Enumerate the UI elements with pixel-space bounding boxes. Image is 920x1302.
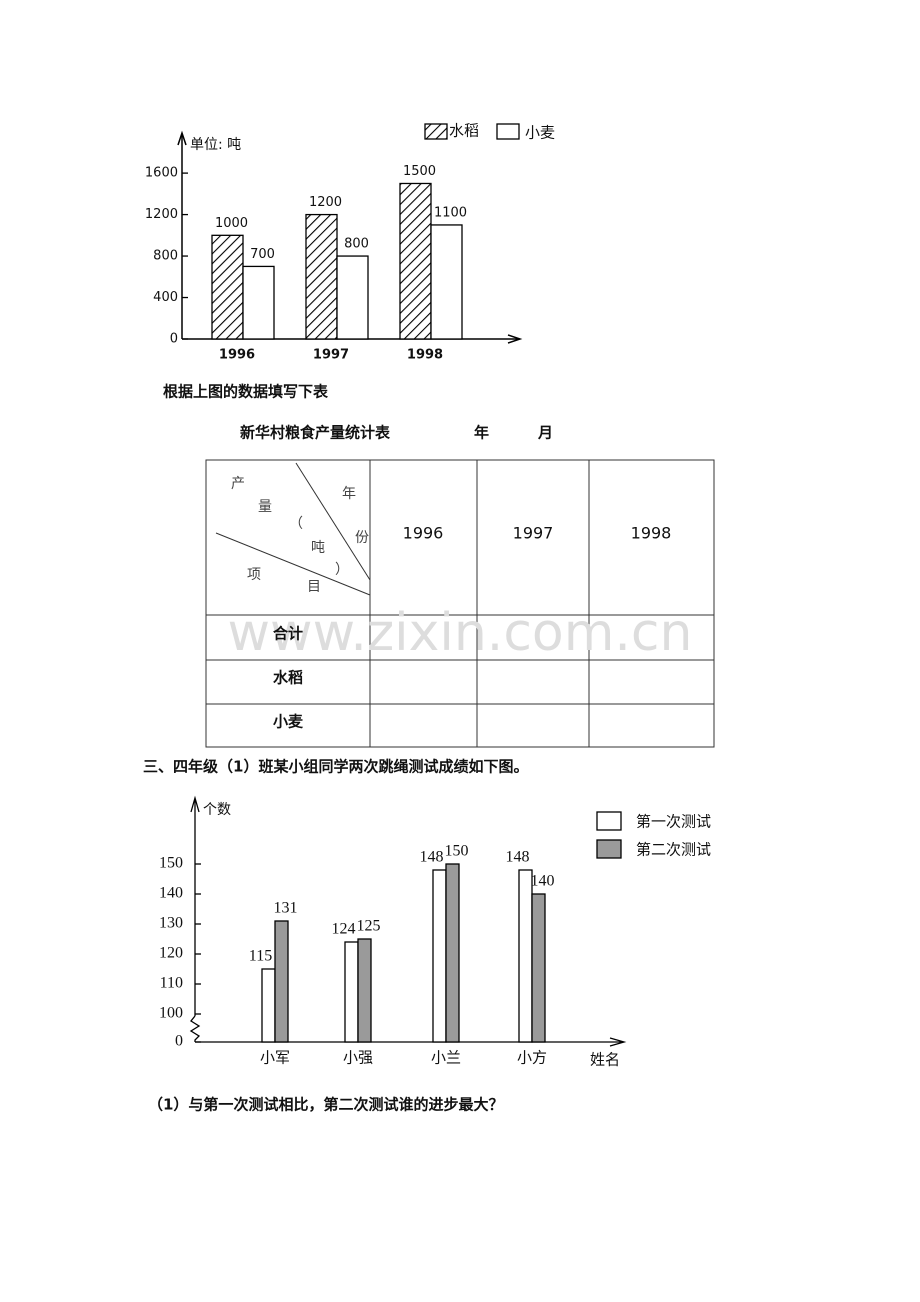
- bar: [274, 920, 289, 1043]
- bar: [261, 968, 276, 1043]
- data-label: 150: [445, 843, 469, 860]
- row-header: 合计: [272, 625, 303, 643]
- bar: [357, 938, 372, 1043]
- data-label: 115: [249, 948, 272, 965]
- x-tick-label: 小方: [517, 1049, 547, 1067]
- y-tick-label: 130: [159, 915, 183, 932]
- data-label: 1500: [403, 164, 436, 179]
- bar: [242, 265, 275, 340]
- y-tick-label: 120: [159, 945, 183, 962]
- bar: [399, 182, 432, 340]
- section-heading: 三、四年级（1）班某小组同学两次跳绳测试成绩如下图。: [143, 758, 528, 776]
- data-label: 1100: [434, 205, 467, 220]
- bar: [305, 213, 338, 340]
- legend-label: 第二次测试: [636, 841, 711, 859]
- bar: [336, 255, 369, 340]
- bar: [531, 893, 546, 1043]
- column-header: 1998: [631, 524, 672, 543]
- y-tick-label: 1600: [145, 166, 178, 181]
- corner-label: ）: [335, 562, 349, 578]
- corner-label: 量: [258, 499, 272, 515]
- bar: [445, 863, 460, 1043]
- x-tick-label: 小军: [260, 1049, 290, 1067]
- y-tick-label: 140: [159, 885, 183, 902]
- table-year: 年: [474, 424, 489, 442]
- bar: [432, 869, 447, 1043]
- data-label: 1000: [215, 216, 248, 231]
- y-tick-label: 110: [160, 975, 183, 992]
- legend-label: 小麦: [525, 124, 555, 142]
- x-tick-label: 小兰: [431, 1049, 461, 1067]
- table-grid: [205, 459, 715, 748]
- corner-label: 目: [307, 579, 321, 595]
- corner-label: 项: [247, 567, 261, 583]
- y-tick-label: 150: [159, 855, 183, 872]
- corner-label: （: [289, 516, 303, 532]
- table-title: 新华村粮食产量统计表: [240, 424, 391, 442]
- data-label: 148: [420, 849, 444, 866]
- axes: [189, 795, 627, 1047]
- data-label: 1200: [309, 195, 342, 210]
- y-tick-label: 800: [153, 249, 178, 264]
- x-tick-label: 1998: [407, 348, 443, 363]
- bar: [344, 941, 359, 1043]
- x-tick-label: 小强: [343, 1049, 373, 1067]
- column-header: 1996: [403, 524, 444, 543]
- watermark: www.zixin.com.cn: [228, 603, 693, 663]
- question: （1）与第一次测试相比，第二次测试谁的进步最大？: [148, 1096, 503, 1114]
- y-tick-label: 400: [153, 290, 178, 305]
- bar: [518, 869, 533, 1043]
- table-month: 月: [537, 424, 553, 442]
- corner-label: 份: [355, 530, 369, 546]
- legend-swatch: [596, 811, 622, 831]
- bar: [211, 234, 244, 340]
- y-tick-label: 1200: [145, 207, 178, 222]
- row-header: 小麦: [273, 713, 304, 731]
- data-label: 124: [332, 921, 356, 938]
- y-axis-label: 单位: 吨: [190, 137, 241, 153]
- x-tick-label: 1997: [313, 348, 349, 363]
- row-header: 水稻: [273, 669, 303, 687]
- y-tick-label: 100: [159, 1005, 183, 1022]
- legend-swatch: [424, 123, 448, 140]
- data-label: 148: [506, 849, 530, 866]
- legend-swatch: [596, 839, 622, 859]
- corner-label: 吨: [311, 540, 325, 556]
- data-label: 700: [250, 247, 275, 262]
- legend-label: 水稻: [449, 122, 479, 140]
- column-header: 1997: [513, 524, 554, 543]
- y-axis-label: 个数: [203, 802, 231, 818]
- corner-label: 产: [231, 476, 245, 492]
- data-label: 140: [531, 873, 555, 890]
- legend-swatch: [496, 123, 520, 140]
- data-label: 800: [344, 237, 369, 252]
- x-tick-label: 1996: [219, 348, 255, 363]
- data-label: 125: [357, 918, 381, 935]
- corner-label: 年: [342, 486, 356, 502]
- y-tick-label: 0: [170, 332, 178, 347]
- x-axis-label: 姓名: [590, 1051, 620, 1069]
- y-tick-label: 0: [175, 1033, 183, 1050]
- legend-label: 第一次测试: [636, 813, 711, 831]
- instruction: 根据上图的数据填写下表: [163, 383, 329, 401]
- data-label: 131: [274, 900, 298, 917]
- bar: [430, 224, 463, 340]
